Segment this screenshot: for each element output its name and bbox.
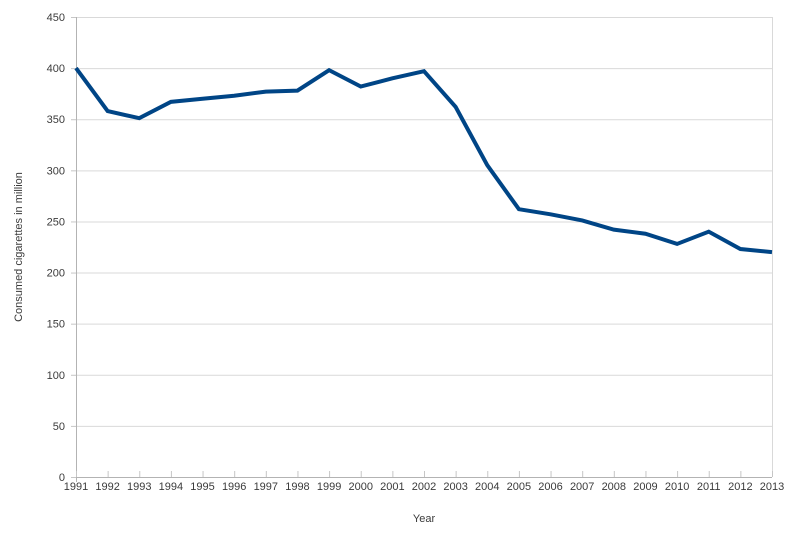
x-tick-label: 2001 — [380, 481, 404, 493]
x-tick-label: 1993 — [127, 481, 151, 493]
x-tick-label: 1992 — [95, 481, 119, 493]
y-tick-label: 0 — [59, 472, 65, 484]
axis-lines — [76, 17, 772, 482]
y-axis-tick-labels: 0 50 100 150 200 250 300 350 400 450 — [47, 12, 65, 484]
x-tick-label: 2002 — [412, 481, 436, 493]
y-tick-label: 300 — [47, 165, 65, 177]
x-tick-label: 2007 — [570, 481, 594, 493]
y-tick-label: 100 — [47, 370, 65, 382]
y-tick-label: 250 — [47, 216, 65, 228]
x-tick-label: 2010 — [665, 481, 689, 493]
x-tick-label: 1999 — [317, 481, 341, 493]
y-tick-label: 200 — [47, 268, 65, 280]
x-tick-label: 1998 — [285, 481, 309, 493]
x-axis-title: Year — [413, 513, 436, 525]
y-tick-label: 150 — [47, 319, 65, 331]
x-tick-label: 2011 — [697, 481, 721, 493]
x-tick-label: 2000 — [348, 481, 372, 493]
y-tick-label: 50 — [53, 421, 65, 433]
x-axis-tick-labels: 1991 1992 1993 1994 1995 1996 1997 1998 1999 2000… — [64, 481, 784, 493]
gridlines — [76, 17, 773, 477]
x-tick-label: 1994 — [159, 481, 183, 493]
y-axis-title: Consumed cigarettes in million — [13, 172, 25, 322]
x-tick-label: 2006 — [538, 481, 562, 493]
x-tick-label: 1997 — [254, 481, 278, 493]
x-tick-label: 2003 — [443, 481, 467, 493]
x-tick-label: 2012 — [728, 481, 752, 493]
x-tick-label: 1995 — [190, 481, 214, 493]
y-tick-label: 450 — [47, 12, 65, 24]
x-tick-label: 2004 — [475, 481, 499, 493]
x-tick-label: 2009 — [633, 481, 657, 493]
data-series-line — [74, 66, 773, 255]
x-tick-label: 1996 — [222, 481, 246, 493]
x-tick-label: 1991 — [64, 481, 88, 493]
y-tick-label: 400 — [47, 63, 65, 75]
tick-marks — [71, 17, 773, 478]
x-tick-label: 2013 — [760, 481, 784, 493]
x-tick-label: 2008 — [602, 481, 626, 493]
y-tick-label: 350 — [47, 114, 65, 126]
x-tick-label: 2005 — [507, 481, 531, 493]
